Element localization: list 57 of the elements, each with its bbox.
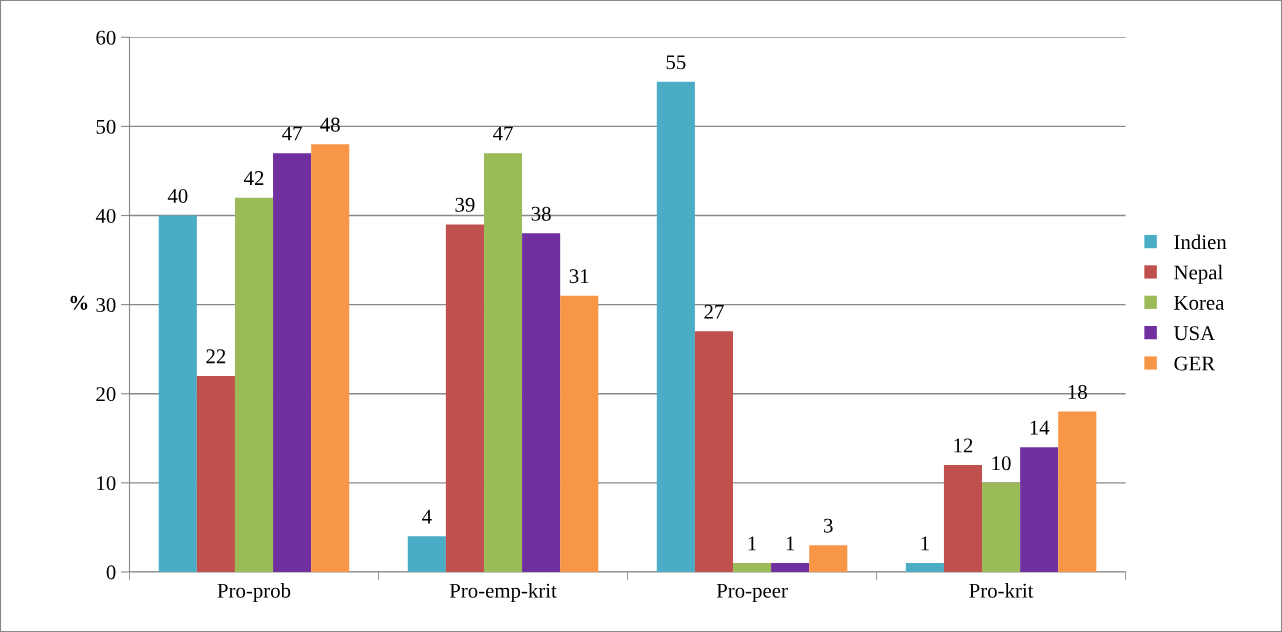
bar xyxy=(1020,447,1059,572)
y-tick-label: 10 xyxy=(97,476,116,491)
data-label: 38 xyxy=(531,206,551,221)
x-tick-label: Pro-prob xyxy=(217,583,291,602)
bar xyxy=(234,197,274,572)
data-label: 47 xyxy=(493,126,513,141)
legend-label: Nepal xyxy=(1174,264,1223,284)
bar xyxy=(733,563,772,572)
bar xyxy=(694,331,733,572)
data-label: 40 xyxy=(167,188,188,203)
data-label: 18 xyxy=(1068,384,1087,399)
data-label: 42 xyxy=(243,171,264,185)
bar xyxy=(273,153,312,572)
bar xyxy=(982,482,1021,572)
data-label: 39 xyxy=(455,197,475,212)
data-label: 14 xyxy=(1030,420,1050,435)
data-label: 48 xyxy=(320,117,340,132)
bar xyxy=(771,563,810,572)
data-label: 3 xyxy=(824,518,833,533)
bar xyxy=(656,81,695,572)
legend-label: GER xyxy=(1174,356,1216,371)
data-label: 47 xyxy=(282,126,302,141)
data-label: 1 xyxy=(921,536,929,551)
y-tick-label: 0 xyxy=(106,565,116,580)
bar xyxy=(560,295,599,572)
bar xyxy=(196,375,235,572)
bar xyxy=(311,144,350,572)
x-tick-label: Pro-krit xyxy=(969,583,1034,598)
legend-label: USA xyxy=(1173,326,1216,341)
y-tick-label: 30 xyxy=(96,298,116,313)
y-axis-title: % xyxy=(70,295,88,310)
bar xyxy=(1058,411,1097,572)
data-label: 4 xyxy=(422,509,432,524)
data-label: 55 xyxy=(666,55,686,70)
y-tick-label: 40 xyxy=(95,208,116,223)
data-label: 22 xyxy=(206,349,226,364)
y-tick-label: 50 xyxy=(96,119,116,134)
y-tick-label: 20 xyxy=(96,387,116,402)
bar xyxy=(158,215,197,572)
y-tick-label: 60 xyxy=(96,30,116,45)
bar xyxy=(407,536,446,572)
bar xyxy=(809,545,848,572)
bar xyxy=(522,233,561,572)
bar xyxy=(445,224,484,572)
bar xyxy=(943,465,983,572)
data-label: 10 xyxy=(992,456,1011,471)
data-label: 31 xyxy=(569,269,589,284)
bar xyxy=(905,563,944,572)
data-label: 1 xyxy=(786,536,795,551)
legend-label: Korea xyxy=(1174,295,1225,310)
bar xyxy=(483,153,523,572)
data-label: 12 xyxy=(954,438,973,453)
legend-label: Indien xyxy=(1174,234,1227,250)
x-tick-label: Pro-peer xyxy=(716,583,788,602)
data-label: 1 xyxy=(748,536,757,551)
x-tick-label: Pro-emp-krit xyxy=(449,583,557,602)
data-label: 27 xyxy=(704,304,724,319)
